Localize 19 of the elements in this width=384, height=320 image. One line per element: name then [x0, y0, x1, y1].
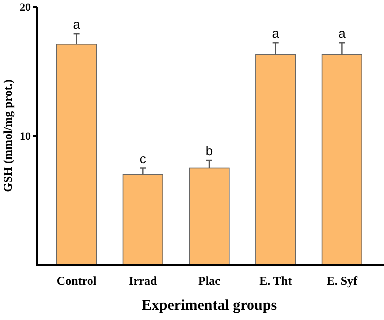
- annotation: a: [73, 17, 82, 32]
- x-tick-label: Plac: [198, 274, 222, 288]
- y-axis-title: GSH (mmol/mg prot.): [1, 80, 15, 192]
- x-tick-label: Irrad: [129, 274, 158, 288]
- y-tick-label: 20: [20, 2, 32, 14]
- x-tick-label: Control: [56, 274, 98, 288]
- annotation: a: [338, 26, 347, 42]
- x-axis-title: Experimental groups: [142, 298, 278, 314]
- bar: [56, 44, 98, 266]
- annotation: a: [272, 26, 280, 42]
- bar: [189, 168, 230, 266]
- bar: [122, 174, 164, 266]
- bar: [322, 54, 362, 266]
- annotation: b: [206, 144, 214, 159]
- x-tick-label: E. Tht: [260, 274, 292, 288]
- annotation: c: [140, 151, 147, 166]
- bar: [256, 54, 296, 266]
- x-tick-label: E. Syf: [326, 274, 359, 288]
- y-tick-label: 10: [20, 130, 32, 143]
